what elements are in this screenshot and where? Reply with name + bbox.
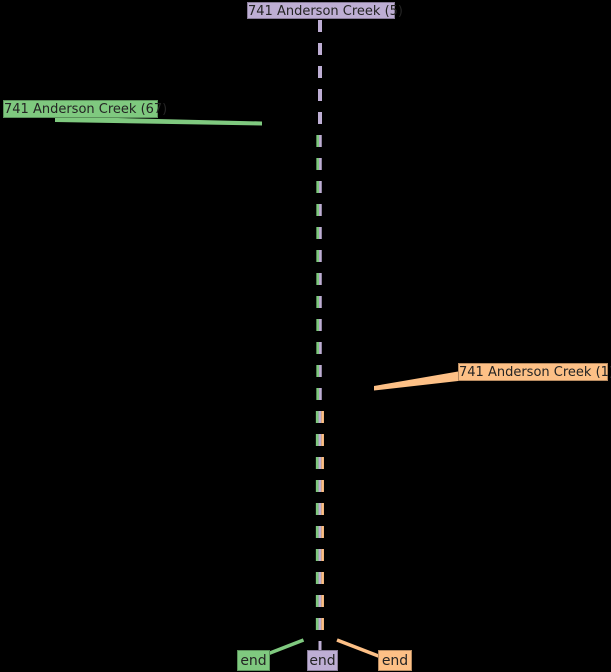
node-end-purple[interactable]: end [307, 650, 338, 671]
node-anderson-creek-5[interactable]: 741 Anderson Creek (5) [247, 2, 403, 19]
branch-to-end-orange [336, 638, 382, 659]
leader-line-green [55, 116, 262, 126]
node-anderson-creek-1[interactable]: 741 Anderson Creek (1) [458, 363, 611, 381]
node-anderson-creek-67[interactable]: 741 Anderson Creek (67) [3, 100, 168, 118]
node-end-orange[interactable]: end [378, 650, 412, 671]
node-end-green[interactable]: end [237, 650, 270, 671]
leader-line-orange [374, 371, 458, 391]
